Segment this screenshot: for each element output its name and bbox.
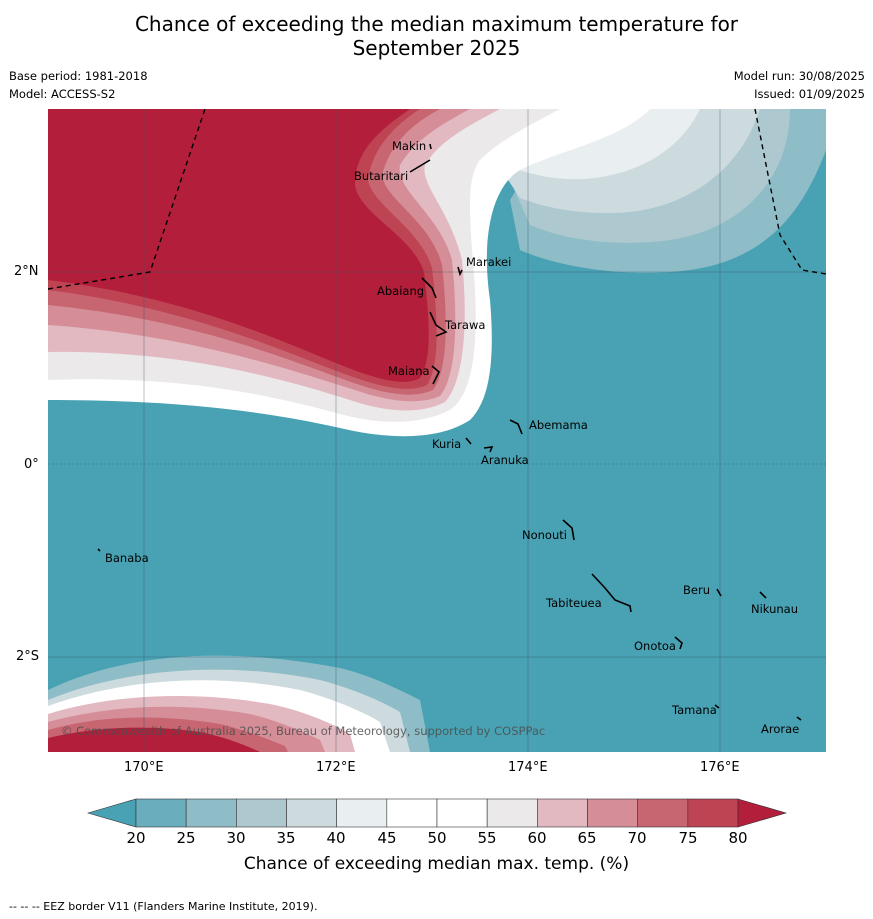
model-name: Model: ACCESS-S2 xyxy=(9,87,116,101)
colorbar-cell xyxy=(135,798,187,828)
place-label: Tamana xyxy=(672,703,717,717)
island-beru xyxy=(716,588,722,597)
lat-label-2n: 2°N xyxy=(14,264,39,279)
eez-border-west xyxy=(47,108,206,290)
colorbar-label: Chance of exceeding median max. temp. (%… xyxy=(243,854,630,874)
place-label: Abaiang xyxy=(377,284,425,298)
island-onotoa xyxy=(674,636,683,650)
colorbar-tick: 70 xyxy=(627,829,647,847)
place-label: Makin xyxy=(392,139,427,153)
eez-border xyxy=(47,108,827,290)
chart-title: Chance of exceeding the median maximum t… xyxy=(0,12,873,60)
place-label: Beru xyxy=(683,583,710,597)
colorbar-cell xyxy=(587,798,638,828)
probability-field xyxy=(48,109,826,752)
island-abemama xyxy=(509,419,523,435)
colorbar-tick: 20 xyxy=(126,829,146,847)
graticule xyxy=(48,109,826,752)
base-period: Base period: 1981-2018 xyxy=(9,69,148,83)
lat-label-0: 0° xyxy=(24,457,39,472)
island-arorae xyxy=(796,716,802,721)
high-chance-area xyxy=(48,727,260,752)
island-marakei xyxy=(457,266,463,277)
lon-label-172e: 172°E xyxy=(316,760,356,775)
colorbar-tick: 80 xyxy=(728,829,748,847)
colorbar-cells xyxy=(135,798,739,828)
place-label: Arorae xyxy=(761,722,800,736)
model-run: Model run: 30/08/2025 xyxy=(733,69,865,83)
place-label: Tabiteuea xyxy=(546,596,602,610)
place-label: Abemama xyxy=(529,418,588,432)
colorbar-cell xyxy=(687,798,739,828)
colorbar xyxy=(86,798,788,828)
colorbar-cell xyxy=(537,798,588,828)
place-label: Kuria xyxy=(432,437,462,451)
place-label: Nonouti xyxy=(522,528,567,542)
title-line-1: Chance of exceeding the median maximum t… xyxy=(134,12,739,36)
colorbar-cell xyxy=(436,798,488,828)
colorbar-tick: 30 xyxy=(226,829,246,847)
island-tamana xyxy=(714,704,720,709)
island-nonouti xyxy=(562,519,575,541)
title-line-2: September 2025 xyxy=(352,36,521,60)
island-tarawa xyxy=(429,311,448,337)
copyright-notice: © Commonwealth of Australia 2025, Bureau… xyxy=(61,724,546,738)
issued-date: Issued: 01/09/2025 xyxy=(754,87,865,101)
island-kuria xyxy=(465,437,472,445)
colorbar-tick: 75 xyxy=(678,829,698,847)
colorbar-cell xyxy=(637,798,689,828)
high-chance-area xyxy=(48,109,429,382)
colorbar-cell xyxy=(336,798,388,828)
colorbar-cell xyxy=(286,798,337,828)
colorbar-cell xyxy=(486,798,538,828)
place-label: Tarawa xyxy=(445,318,486,332)
lat-label-2s: 2°S xyxy=(16,649,40,664)
colorbar-tick: 45 xyxy=(377,829,397,847)
colorbar-cell xyxy=(236,798,287,828)
island-butaritari xyxy=(409,159,431,173)
eez-footnote: -- -- -- EEZ border V11 (Flanders Marine… xyxy=(9,900,318,913)
place-label: Nikunau xyxy=(751,602,799,616)
place-label: Banaba xyxy=(105,551,149,565)
colorbar-tick: 65 xyxy=(577,829,597,847)
island-maiana xyxy=(431,365,440,385)
island-nikunau xyxy=(759,591,767,599)
colorbar-tick: 60 xyxy=(527,829,547,847)
place-label: Onotoa xyxy=(634,639,676,653)
eez-border-east xyxy=(754,108,827,275)
colorbar-cell xyxy=(185,798,237,828)
island-aranuka xyxy=(483,446,494,453)
island-banaba xyxy=(97,548,101,552)
place-label: Marakei xyxy=(466,255,512,269)
place-label: Butaritari xyxy=(354,169,409,183)
colorbar-high-extension xyxy=(737,798,788,828)
colorbar-tick: 55 xyxy=(477,829,497,847)
place-label: Aranuka xyxy=(481,453,529,467)
lon-label-170e: 170°E xyxy=(124,760,164,775)
colorbar-tick: 50 xyxy=(427,829,447,847)
colorbar-tick: 25 xyxy=(176,829,196,847)
colorbar-low-extension xyxy=(86,798,137,828)
place-label: Maiana xyxy=(388,364,430,378)
colorbar-tick: 35 xyxy=(276,829,296,847)
island-abaiang xyxy=(421,277,437,299)
lon-label-174e: 174°E xyxy=(508,760,548,775)
islands xyxy=(97,143,802,721)
lon-label-176e: 176°E xyxy=(700,760,740,775)
colorbar-tick: 40 xyxy=(326,829,346,847)
island-makin xyxy=(429,143,432,150)
colorbar-cell xyxy=(386,798,438,828)
island-tabiteuea xyxy=(591,573,632,613)
